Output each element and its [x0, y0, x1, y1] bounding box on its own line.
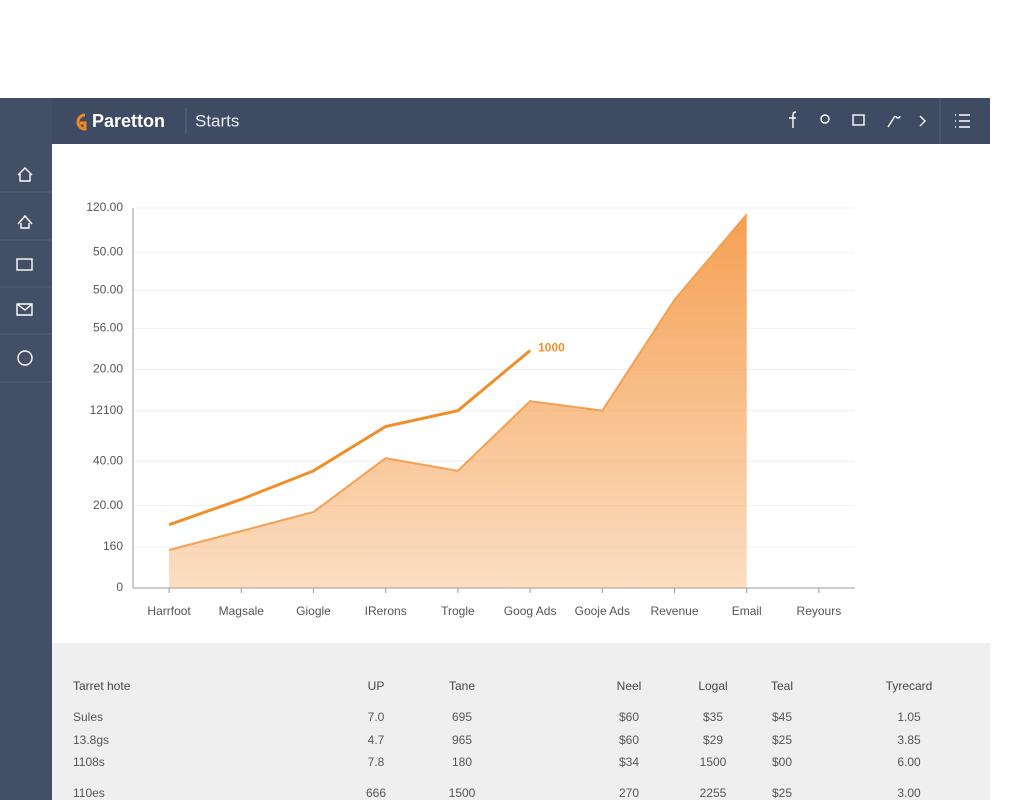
- icon-user[interactable]: [820, 114, 830, 124]
- table-cell: $34: [618, 755, 640, 769]
- table-cell: 2255: [699, 786, 727, 800]
- y-tick-label: 20.00: [93, 498, 123, 512]
- icon-menu[interactable]: [955, 114, 970, 128]
- x-tick-label: IRerons: [365, 604, 407, 618]
- table-cell: 3.00: [897, 786, 921, 800]
- icon-grid[interactable]: [852, 114, 865, 126]
- data-table: Tarret hote UP Tane Neel Logal Teal Tyrecard Su…: [52, 643, 990, 800]
- x-tick-label: Magsale: [219, 604, 265, 618]
- table-cell: Tane: [448, 679, 476, 693]
- table-cell: 13.8gs: [73, 733, 110, 747]
- y-tick-label: 12100: [90, 403, 124, 417]
- table-cell: 3.85: [897, 733, 921, 747]
- x-tick-label: Goog Ads: [504, 604, 557, 618]
- table-cell: Neel: [616, 679, 642, 693]
- nav-home[interactable]: [17, 167, 33, 182]
- table-cell: Logal: [698, 679, 728, 693]
- chart: 0 160 20.00 40.00 12100 20.00 56.00 50.00 50.00 1…: [86, 200, 855, 618]
- y-tick-label: 50.00: [93, 283, 123, 297]
- table-cell: Teal: [770, 679, 794, 693]
- x-tick-label: Gooje Ads: [575, 604, 630, 618]
- table-cell: 1500: [448, 786, 476, 800]
- table-cell: Tarret hote: [73, 679, 131, 693]
- x-tick-label: Email: [732, 604, 762, 618]
- x-tick-label: Trogle: [441, 604, 475, 618]
- icon-next[interactable]: [919, 115, 926, 127]
- table-cell: Sules: [73, 710, 104, 724]
- table-cell: $25: [771, 786, 793, 800]
- table-cell: $60: [618, 710, 640, 724]
- table-cell: 7.8: [367, 755, 385, 769]
- table-cell: $60: [618, 733, 640, 747]
- y-tick-label: 40.00: [93, 454, 123, 468]
- table-cell: $25: [771, 733, 793, 747]
- table-cell: 110es: [73, 786, 105, 800]
- table-cell: UP: [367, 679, 385, 693]
- sidebar: [0, 98, 52, 800]
- table-cell: 270: [618, 786, 640, 800]
- table-cell: $29: [702, 733, 724, 747]
- table-cell: 1500: [699, 755, 727, 769]
- table-cell: 180: [451, 755, 473, 769]
- sidebar-icons: [0, 167, 52, 383]
- y-tick-label: 56.00: [93, 321, 123, 335]
- table-cell: 695: [451, 710, 473, 724]
- x-tick-label: Revenue: [650, 604, 698, 618]
- x-tick-label: Reyours: [797, 604, 842, 618]
- nav-house[interactable]: [17, 214, 33, 229]
- line: [168, 349, 532, 527]
- annotation: 1000: [538, 341, 565, 355]
- table-cell: 1.05: [897, 710, 921, 724]
- table-cell: $35: [702, 710, 724, 724]
- table-cell: Tyrecard: [885, 679, 933, 693]
- table-cell: 6.00: [897, 755, 921, 769]
- nav-mail[interactable]: [16, 303, 33, 316]
- top-bar: Paretton Starts: [0, 98, 990, 144]
- nav-info[interactable]: [17, 350, 33, 366]
- y-tick-label: 160: [103, 539, 123, 553]
- page-title: Starts: [195, 111, 239, 130]
- table-cell: $45: [771, 710, 793, 724]
- table-cell: 1108s: [73, 755, 105, 769]
- y-tick-label: 50.00: [93, 245, 123, 259]
- table-cell: 4.7: [367, 733, 385, 747]
- icon-tool[interactable]: [887, 115, 901, 128]
- x-tick-label: Giogle: [296, 604, 331, 618]
- y-tick-label: 0: [116, 580, 123, 594]
- area: [169, 214, 747, 588]
- table-cell: $00: [771, 755, 793, 769]
- chart-panel: 0 160 20.00 40.00 12100 20.00 56.00 50.00 50.00 1…: [52, 144, 990, 643]
- table-cell: 666: [365, 786, 387, 800]
- y-tick-label: 120.00: [86, 200, 123, 214]
- top-bar-content: Paretton Starts: [16, 98, 970, 144]
- y-tick-label: 20.00: [93, 362, 123, 376]
- x-tick-label: Harrfoot: [147, 604, 191, 618]
- icon-f[interactable]: [789, 111, 797, 128]
- table-cell: 965: [451, 733, 473, 747]
- nav-inbox[interactable]: [16, 258, 33, 271]
- brand: Paretton: [92, 111, 165, 131]
- logo: [76, 113, 87, 131]
- table-cell: 7.0: [367, 710, 385, 724]
- area-edge: [168, 213, 748, 551]
